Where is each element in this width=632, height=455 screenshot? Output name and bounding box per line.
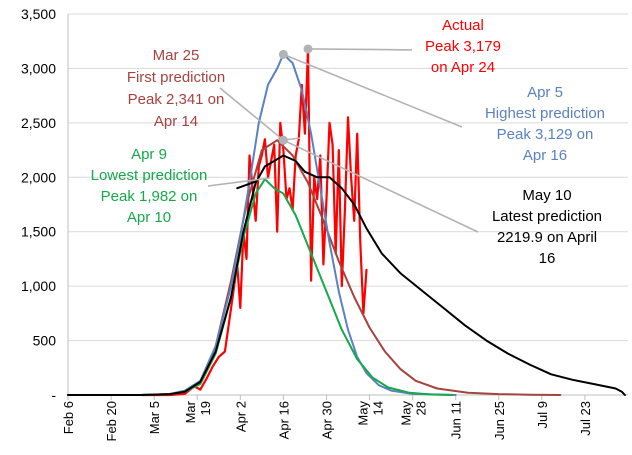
y-axis: - 500 1,000 1,500 2,000 2,500 3,000 3,500 [21,6,69,403]
peak-marker [278,135,288,145]
x-tick-label: May14 [356,401,386,426]
y-tick-label: 1,000 [21,278,56,294]
x-tick-label: Jul 9 [535,401,550,428]
x-tick-label-line: 19 [198,401,213,415]
annotation-line: Apr 10 [127,209,171,226]
annotation-text: Mar 25 First prediction Peak 2,341 on Apr 1… [127,47,225,130]
y-tick-label: 3,500 [21,6,56,22]
callout-line [207,177,271,187]
x-tick-label-line: Jun 11 [449,401,464,439]
annotation-text: May 10 Latest prediction 2219.9 on April 16 [492,187,602,267]
annotation-text: Apr 5 Highest prediction Peak 3,129 on Apr … [485,84,605,164]
x-tick-label: Apr 30 [319,401,334,439]
x-tick-label: Apr 2 [233,401,248,432]
annotation-line: Peak 2,341 on [128,91,225,108]
y-tick-label: 1,500 [21,224,56,240]
x-tick-label-line: Apr 2 [233,401,248,432]
annotation-line: May 10 [522,187,571,204]
series-lines [67,47,626,397]
annotation-line: Lowest prediction [91,167,208,184]
annotation-line: on Apr 24 [431,59,495,76]
x-tick-label-line: Jul 23 [578,401,593,436]
x-tick-label: May28 [399,401,429,426]
x-axis: Feb 6 Feb 20 Mar 5 Mar19 Apr 2 Apr 16 Apr 30 Ma… [61,394,628,441]
annotation-line: Actual [442,17,484,34]
x-tick-label-line: 28 [414,401,429,415]
callout-line [283,139,479,233]
annotation-line: Peak 3,129 on [497,126,594,143]
x-tick-label: Mar19 [183,400,213,423]
x-tick-label-line: Mar [183,400,198,423]
x-tick-label: Mar 5 [147,401,162,434]
x-tick-label-line: Apr 30 [319,401,334,439]
x-tick-label: Feb 20 [104,401,119,441]
x-tick-label: Jul 23 [578,401,593,436]
x-tick-label-line: 14 [371,401,386,415]
callout-line [307,48,413,51]
x-tick-label-line: May [356,401,371,426]
annotation-line: Peak 1,982 on [101,188,198,205]
callout-line [283,53,463,128]
x-tick-label-line: Feb 20 [104,401,119,441]
annotation-line: 2219.9 on April [497,229,597,246]
y-tick-label: 2,500 [21,115,56,131]
x-tick-label-line: Apr 16 [276,401,291,439]
y-tick-label: 2,000 [21,169,56,185]
y-tick-label: 3,000 [21,60,56,76]
annotation-line: Apr 9 [131,146,167,163]
annotation-line: Highest prediction [485,105,605,122]
x-tick-label-line: Jun 25 [492,401,507,440]
x-tick-label-line: Feb 6 [61,401,76,434]
peak-marker [303,44,313,54]
annotation-line: Apr 5 [527,84,563,101]
annotation-line: Mar 25 [153,47,200,64]
annotations: Actual Peak 3,179 on Apr 24 Mar 25 First pre… [91,17,605,267]
annotation-text: Apr 9 Lowest prediction Peak 1,982 on Apr 1… [91,146,208,226]
x-tick-label: Feb 6 [61,401,76,434]
x-tick-label-line: May [399,401,414,426]
annotation-line: 16 [539,250,556,267]
annotation-line: Apr 14 [154,113,198,130]
y-tick-label: - [51,387,56,403]
callout-lines [207,44,479,233]
series-line-latest-initial-stub [236,180,257,190]
series-line-latest [67,154,626,396]
annotation-line: Apr 16 [523,147,567,164]
x-tick-label-line: Jul 9 [535,401,550,428]
y-tick-label: 500 [33,333,57,349]
annotation-text: Actual Peak 3,179 on Apr 24 [425,17,501,76]
x-tick-label-line: Mar 5 [147,401,162,434]
annotation-line: Peak 3,179 [425,38,501,55]
annotation-line: First prediction [127,69,225,86]
x-tick-label: Jun 25 [492,401,507,440]
peak-marker [278,49,288,59]
x-tick-label: Apr 16 [276,401,291,439]
annotation-line: Latest prediction [492,208,602,225]
x-tick-label: Jun 11 [449,401,464,439]
